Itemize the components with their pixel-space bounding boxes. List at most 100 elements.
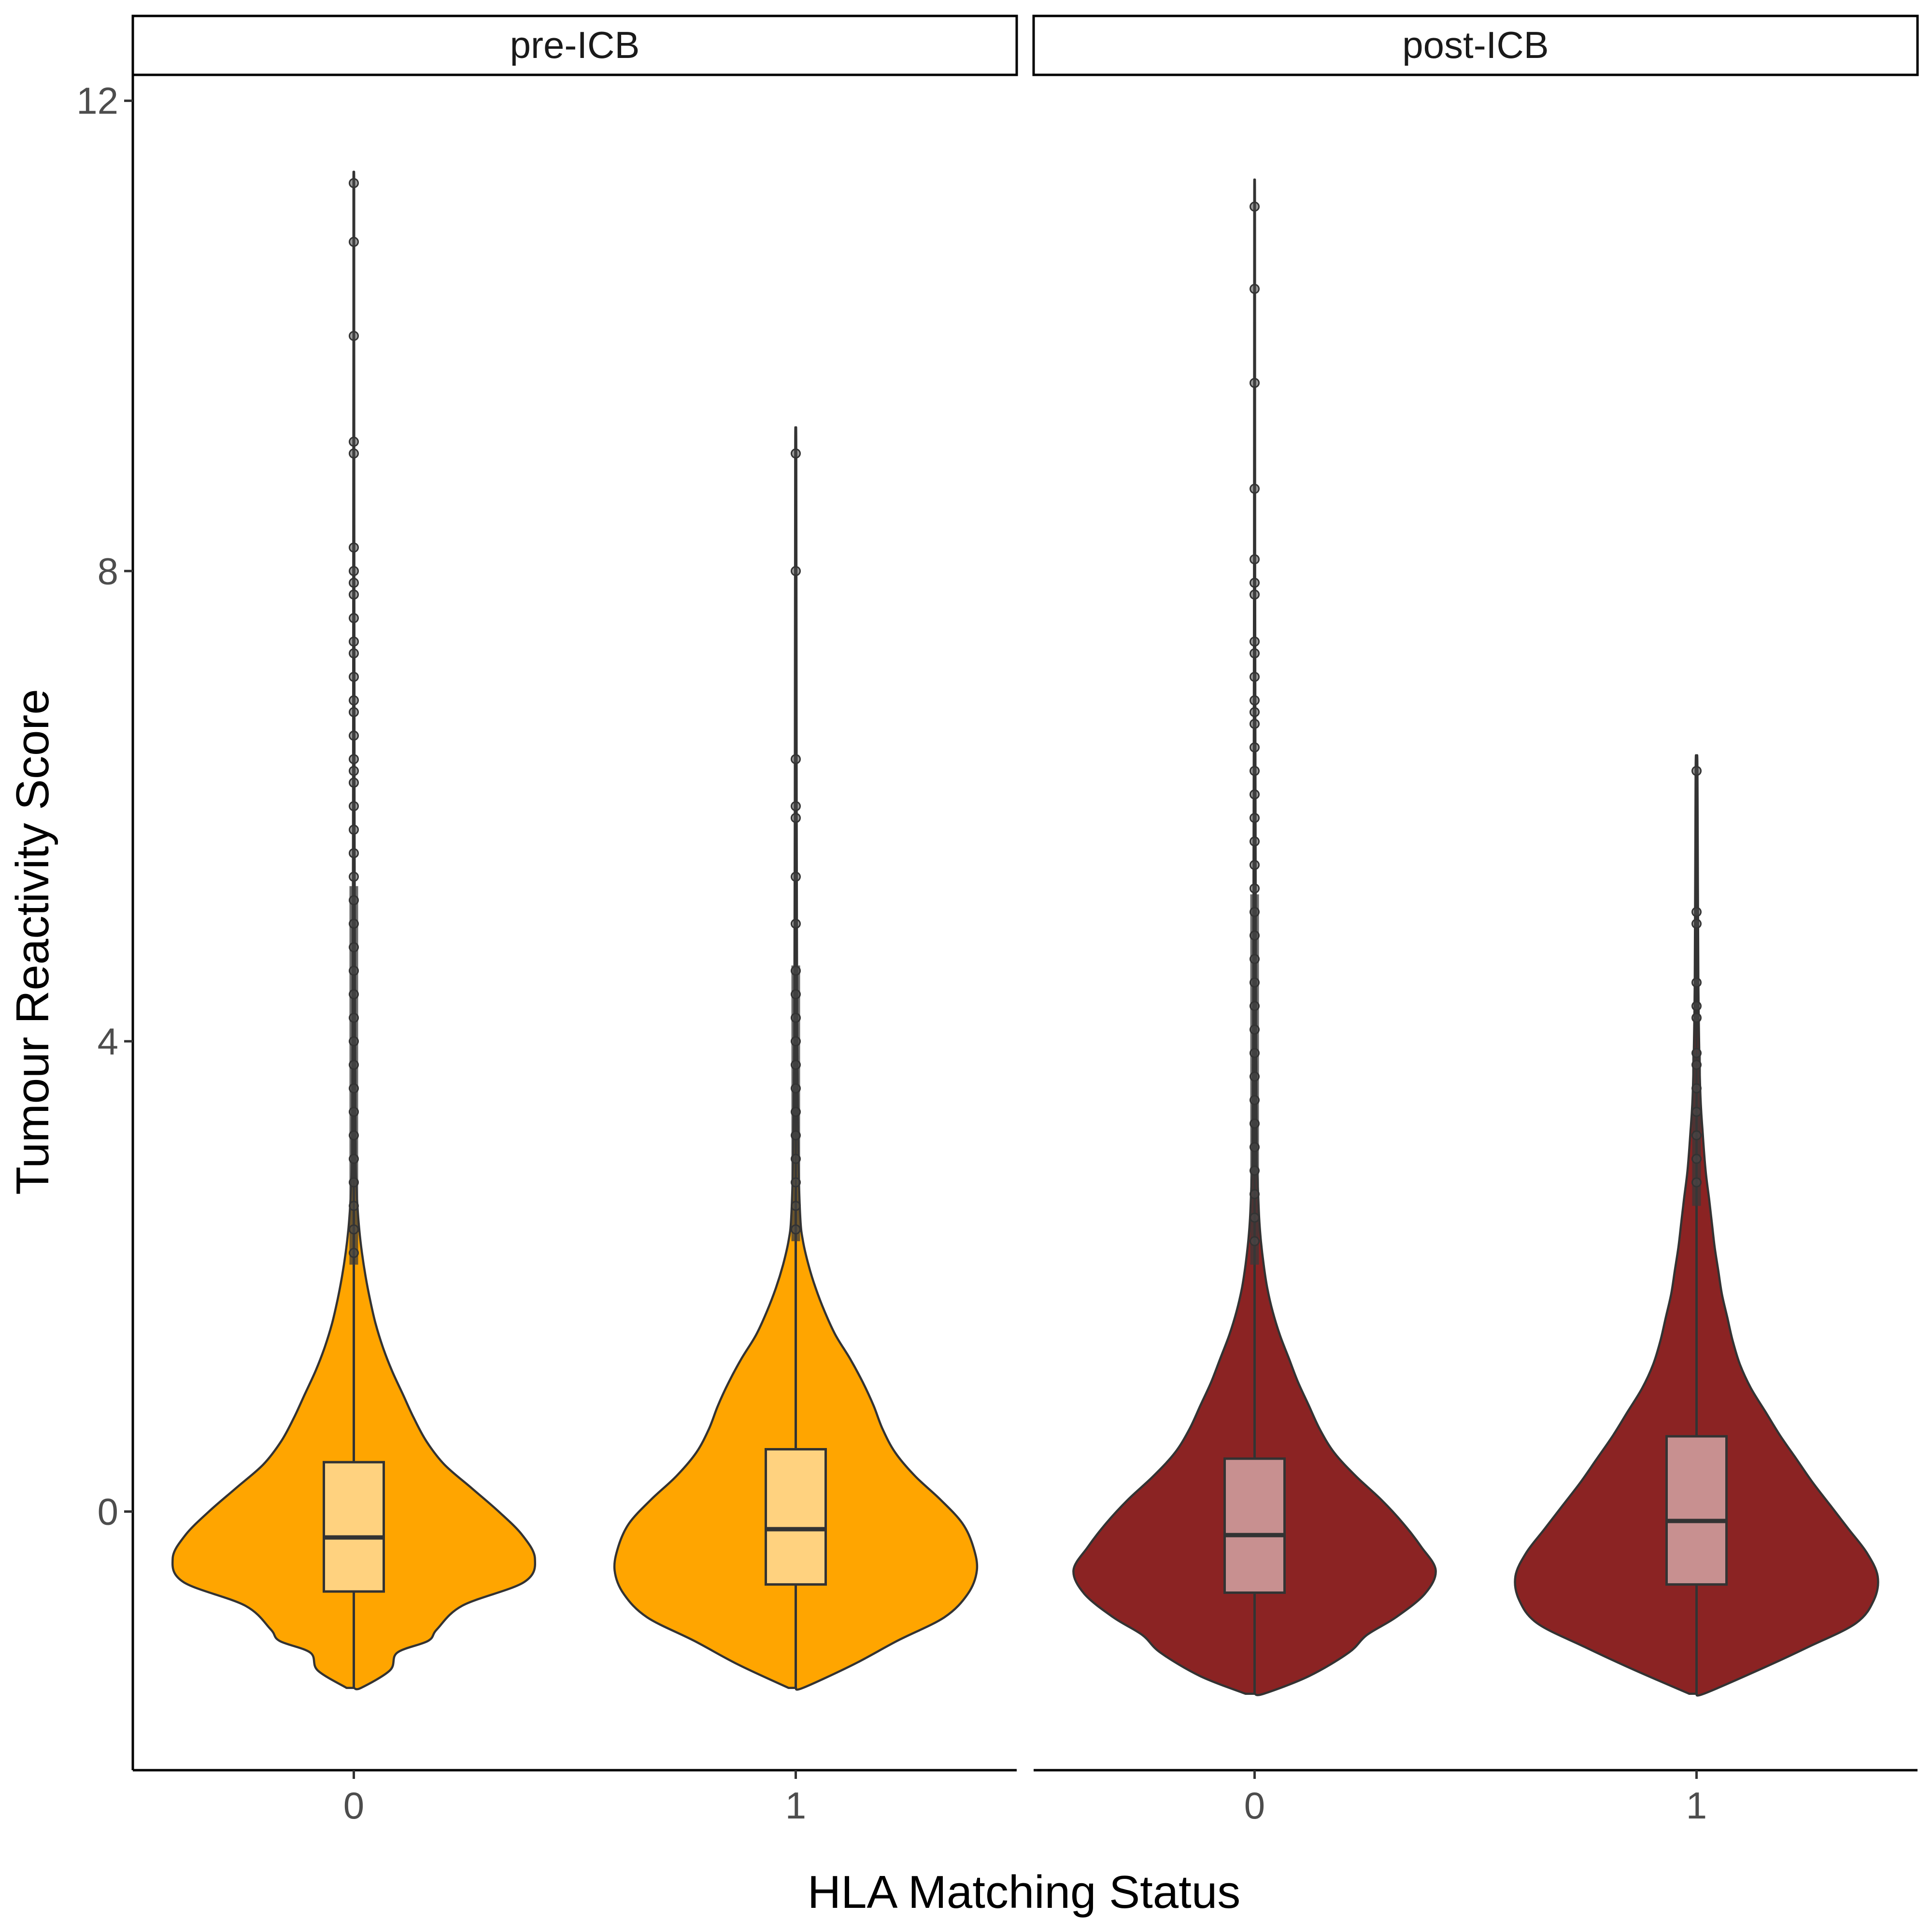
outlier-point — [1250, 1236, 1260, 1247]
iqr-box — [323, 1461, 385, 1593]
outlier-point — [349, 237, 359, 247]
outlier-point — [349, 848, 359, 858]
outlier-point — [349, 777, 359, 788]
outlier-point — [1250, 1165, 1260, 1176]
outlier-point — [349, 1153, 359, 1164]
outlier-point — [1250, 1142, 1260, 1152]
outlier-point — [1250, 378, 1260, 388]
outlier-point — [791, 1177, 801, 1188]
outlier-point — [349, 578, 359, 588]
outlier-point — [349, 330, 359, 341]
outlier-point — [349, 695, 359, 706]
outlier-point — [349, 766, 359, 776]
violin-group-0: 0 — [1072, 178, 1437, 1827]
outlier-point — [349, 613, 359, 624]
outlier-point — [791, 1107, 801, 1117]
outlier-point — [349, 542, 359, 553]
panel-post-ICB: post-ICB 0 1 — [1032, 14, 1919, 1827]
y-axis-label: Tumour Reactivity Score — [7, 689, 58, 1194]
outlier-point — [349, 871, 359, 882]
outlier-point — [349, 448, 359, 459]
outlier-point — [791, 801, 801, 811]
outlier-point — [1250, 812, 1260, 823]
outlier-point — [349, 989, 359, 1000]
outlier-point — [1250, 766, 1260, 776]
y-tick-label: 8 — [98, 550, 118, 592]
outlier-point — [1691, 1060, 1702, 1070]
outlier-point — [1691, 1130, 1702, 1141]
outlier-point — [791, 919, 801, 929]
outlier-point — [791, 1201, 801, 1211]
outlier-point — [1691, 766, 1702, 776]
outlier-point — [1250, 201, 1260, 212]
outlier-point — [1691, 907, 1702, 917]
outlier-point — [349, 1012, 359, 1023]
outlier-point — [1250, 1048, 1260, 1058]
outlier-point — [1250, 954, 1260, 965]
x-tick-label: 0 — [343, 1784, 364, 1827]
outlier-point — [1250, 1001, 1260, 1011]
x-tick-label: 1 — [1686, 1784, 1707, 1827]
y-tick-label: 0 — [98, 1491, 118, 1533]
outlier-point — [349, 919, 359, 929]
x-tick-label: 0 — [1244, 1784, 1265, 1827]
outlier-point — [791, 1060, 801, 1070]
outlier-point — [1250, 860, 1260, 870]
strip-box — [1032, 14, 1919, 76]
outlier-point — [349, 895, 359, 906]
strip-box — [131, 14, 1018, 76]
outlier-point — [349, 730, 359, 741]
outlier-point — [349, 566, 359, 576]
outlier-point — [1691, 977, 1702, 988]
outlier-point — [1250, 707, 1260, 717]
outlier-point — [1250, 483, 1260, 494]
outlier-point — [1691, 1012, 1702, 1023]
outlier-point — [349, 1130, 359, 1141]
outlier-point — [791, 1130, 801, 1141]
y-tick-label: 12 — [76, 80, 118, 122]
outlier-point — [1250, 284, 1260, 294]
outlier-point — [791, 1083, 801, 1094]
outlier-point — [1250, 977, 1260, 988]
outlier-point — [1691, 919, 1702, 929]
x-tick-label: 1 — [785, 1784, 806, 1827]
outlier-point — [349, 1083, 359, 1094]
iqr-box — [1665, 1435, 1728, 1586]
outlier-point — [349, 801, 359, 811]
iqr-box — [1223, 1457, 1286, 1594]
outlier-point — [1250, 554, 1260, 565]
outlier-point — [349, 942, 359, 952]
outlier-point — [1691, 1177, 1702, 1188]
outlier-point — [1691, 1153, 1702, 1164]
outlier-point — [1691, 1001, 1702, 1011]
outlier-point — [349, 178, 359, 188]
outlier-point — [1250, 589, 1260, 600]
outlier-point — [1250, 671, 1260, 682]
outlier-point — [791, 1012, 801, 1023]
strip-label: post-ICB — [1402, 24, 1548, 66]
outlier-point — [1691, 1107, 1702, 1117]
outlier-point — [349, 707, 359, 717]
outlier-point — [1250, 883, 1260, 894]
outlier-point — [349, 589, 359, 600]
outlier-point — [791, 1153, 801, 1164]
outlier-point — [349, 754, 359, 765]
outlier-point — [349, 636, 359, 647]
panels: pre-ICB 0 1 post-ICB 0 1 — [131, 14, 1919, 1827]
outlier-point — [791, 1224, 801, 1235]
outlier-point — [791, 754, 801, 765]
outlier-point — [349, 1201, 359, 1211]
outlier-point — [791, 566, 801, 576]
outlier-point — [1250, 1071, 1260, 1082]
outlier-point — [791, 966, 801, 976]
outlier-point — [349, 648, 359, 659]
outlier-point — [349, 1060, 359, 1070]
outlier-point — [1250, 636, 1260, 647]
outlier-point — [349, 1224, 359, 1235]
outlier-point — [791, 1036, 801, 1047]
outlier-point — [1250, 1024, 1260, 1035]
outlier-point — [349, 1248, 359, 1258]
outlier-point — [1250, 742, 1260, 753]
outlier-point — [791, 448, 801, 459]
